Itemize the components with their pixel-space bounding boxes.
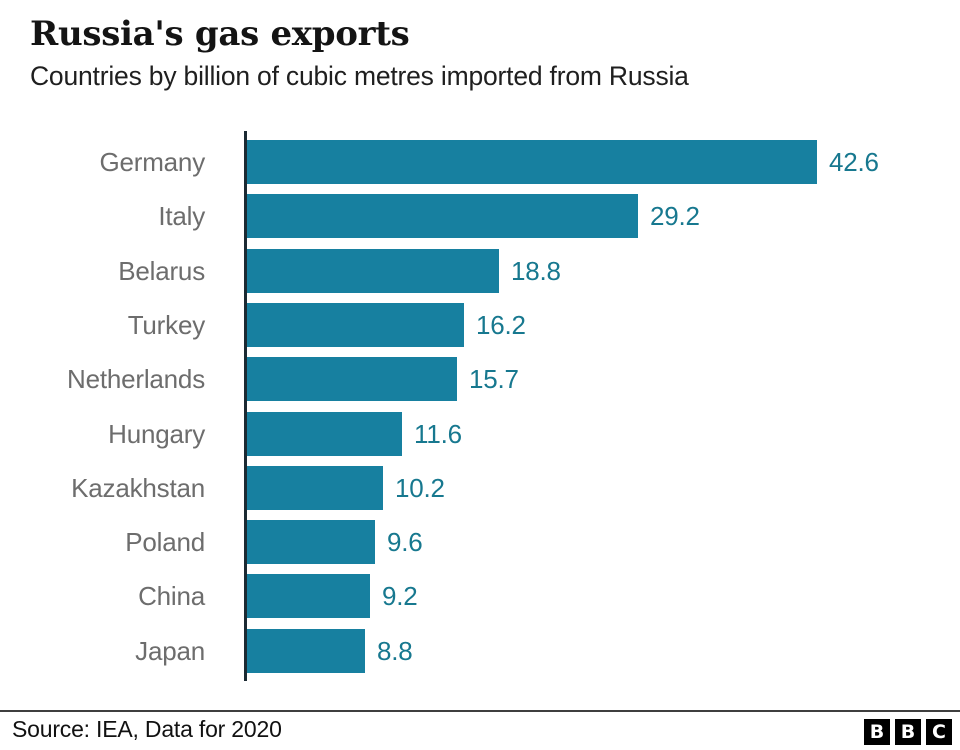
bbc-logo-block: C: [926, 719, 952, 745]
bar-row: Poland 9.6: [0, 520, 960, 565]
plot-area: Germany 42.6 Italy 29.2 Belarus 18.8 Turkey 16.…: [0, 131, 960, 683]
bar-value-label: 16.2: [476, 309, 526, 340]
bar-row: Kazakhstan 10.2: [0, 465, 960, 510]
bbc-logo-block: B: [895, 719, 921, 745]
bar: [247, 574, 370, 619]
bar-rows: Germany 42.6 Italy 29.2 Belarus 18.8 Turkey 16.…: [0, 131, 960, 683]
y-axis-line: [244, 131, 247, 681]
bar-category-label: China: [138, 581, 205, 612]
bar-category-label: Poland: [125, 527, 205, 558]
bar-row: Japan 8.8: [0, 628, 960, 673]
bar: [247, 465, 383, 510]
bar-row: Italy 29.2: [0, 194, 960, 239]
bar-category-label: Germany: [99, 147, 205, 177]
bar-row: China 9.2: [0, 574, 960, 619]
bar-value-label: 9.2: [382, 581, 418, 612]
bar-value-label: 10.2: [395, 472, 445, 503]
bar-category-label: Italy: [158, 201, 205, 232]
bar-row: Turkey 16.2: [0, 302, 960, 347]
bar-category-label: Japan: [135, 635, 205, 666]
bar-row: Belarus 18.8: [0, 248, 960, 293]
footer-divider: [0, 710, 960, 712]
bar: [247, 628, 365, 673]
bar-row: Germany 42.6: [0, 140, 960, 184]
bar-value-label: 15.7: [469, 364, 519, 395]
bar: [247, 248, 499, 293]
chart-header: Russia's gas exports Countries by billio…: [30, 14, 930, 93]
bar-category-label: Turkey: [127, 309, 205, 340]
bar: [247, 194, 638, 239]
bar-value-label: 9.6: [387, 527, 423, 558]
bbc-logo-block: B: [864, 719, 890, 745]
bar: [247, 302, 464, 347]
bar-value-label: 18.8: [511, 255, 561, 286]
bar-category-label: Netherlands: [67, 364, 205, 395]
page-title: Russia's gas exports: [30, 14, 410, 54]
bar-value-label: 29.2: [650, 201, 700, 232]
bar-value-label: 8.8: [377, 635, 413, 666]
bar-category-label: Kazakhstan: [71, 472, 205, 503]
bar-row: Hungary 11.6: [0, 411, 960, 456]
bar-value-label: 42.6: [829, 147, 879, 177]
bar: [247, 357, 457, 402]
bar: [247, 520, 375, 565]
source-note: Source: IEA, Data for 2020: [12, 716, 282, 742]
bar-category-label: Hungary: [108, 418, 205, 449]
bar-row: Netherlands 15.7: [0, 357, 960, 402]
chart-subtitle: Countries by billion of cubic metres imp…: [30, 61, 689, 91]
bar-value-label: 11.6: [414, 418, 462, 449]
bar: [247, 411, 402, 456]
bar-category-label: Belarus: [118, 255, 205, 286]
bar: [247, 140, 817, 184]
